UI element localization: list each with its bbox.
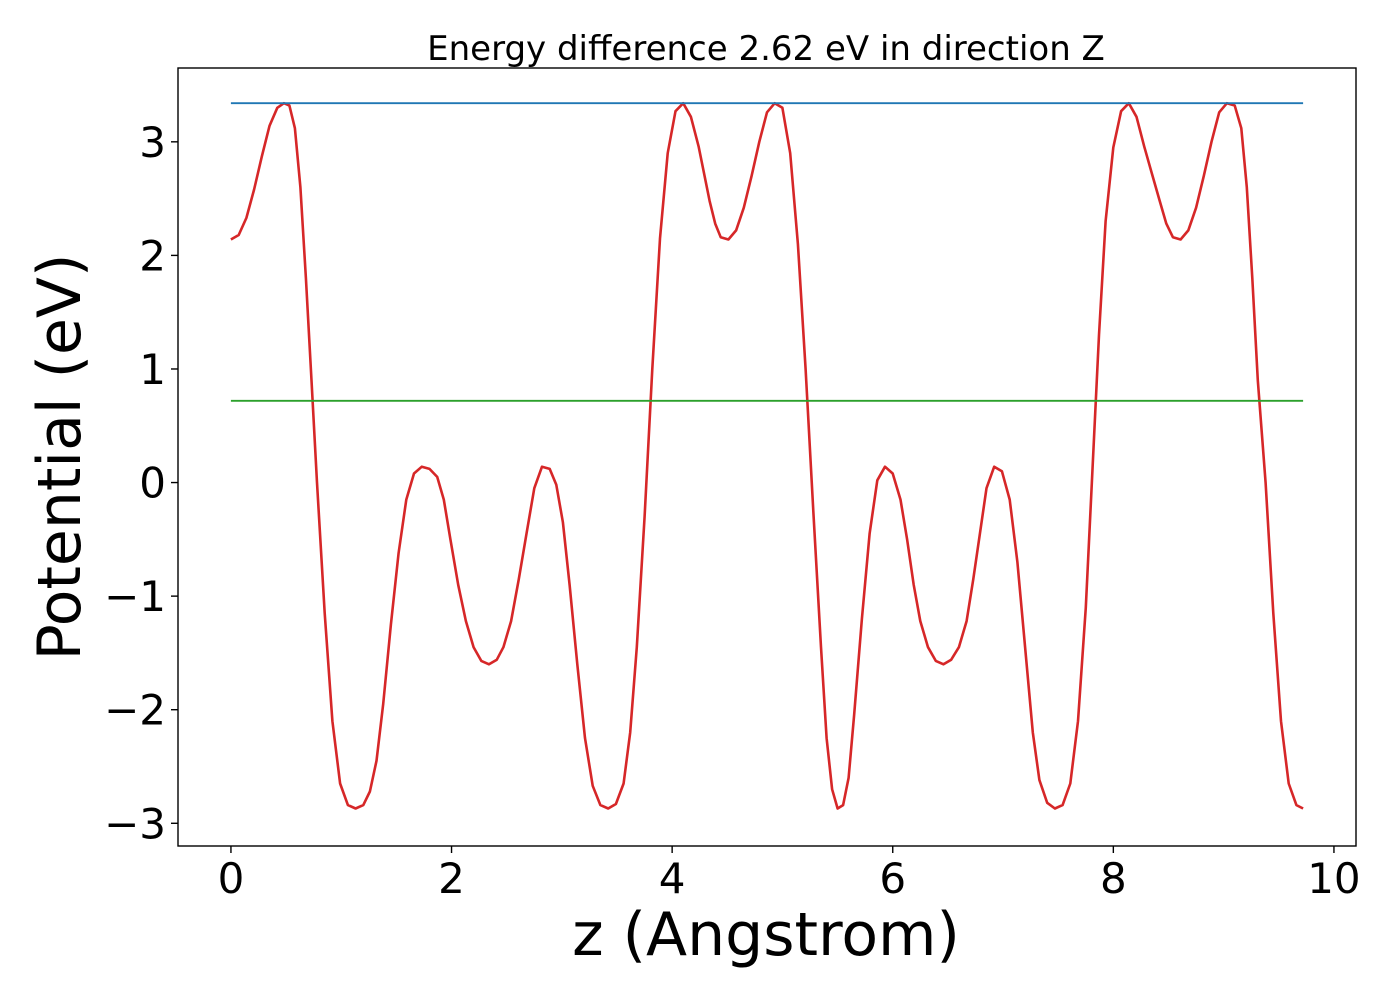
x-tick-label: 8 <box>1100 854 1127 903</box>
y-tick-label: 0 <box>139 459 166 508</box>
x-tick-label: 4 <box>659 854 686 903</box>
y-tick-label: 2 <box>139 231 166 280</box>
y-tick-label: −3 <box>104 799 166 848</box>
y-axis-ticks: −3 −2 −1 0 1 2 3 <box>104 118 178 848</box>
x-axis-ticks: 0 2 4 6 8 10 <box>218 846 1361 903</box>
x-tick-label: 6 <box>879 854 906 903</box>
series-line-0 <box>230 101 1304 810</box>
y-tick-label: −1 <box>104 572 166 621</box>
x-axis-label: z (Angstrom) <box>572 900 960 970</box>
plot-series-group <box>230 101 1304 810</box>
y-tick-label: −2 <box>104 686 166 735</box>
y-tick-label: 3 <box>139 118 166 167</box>
plot-area-frame <box>177 67 1357 847</box>
chart-title: Energy difference 2.62 eV in direction Z <box>427 29 1105 69</box>
x-tick-label: 2 <box>438 854 465 903</box>
x-tick-label: 10 <box>1307 854 1360 903</box>
y-axis-label: Potential (eV) <box>25 254 95 661</box>
x-tick-label: 0 <box>218 854 245 903</box>
y-tick-label: 1 <box>139 345 166 394</box>
